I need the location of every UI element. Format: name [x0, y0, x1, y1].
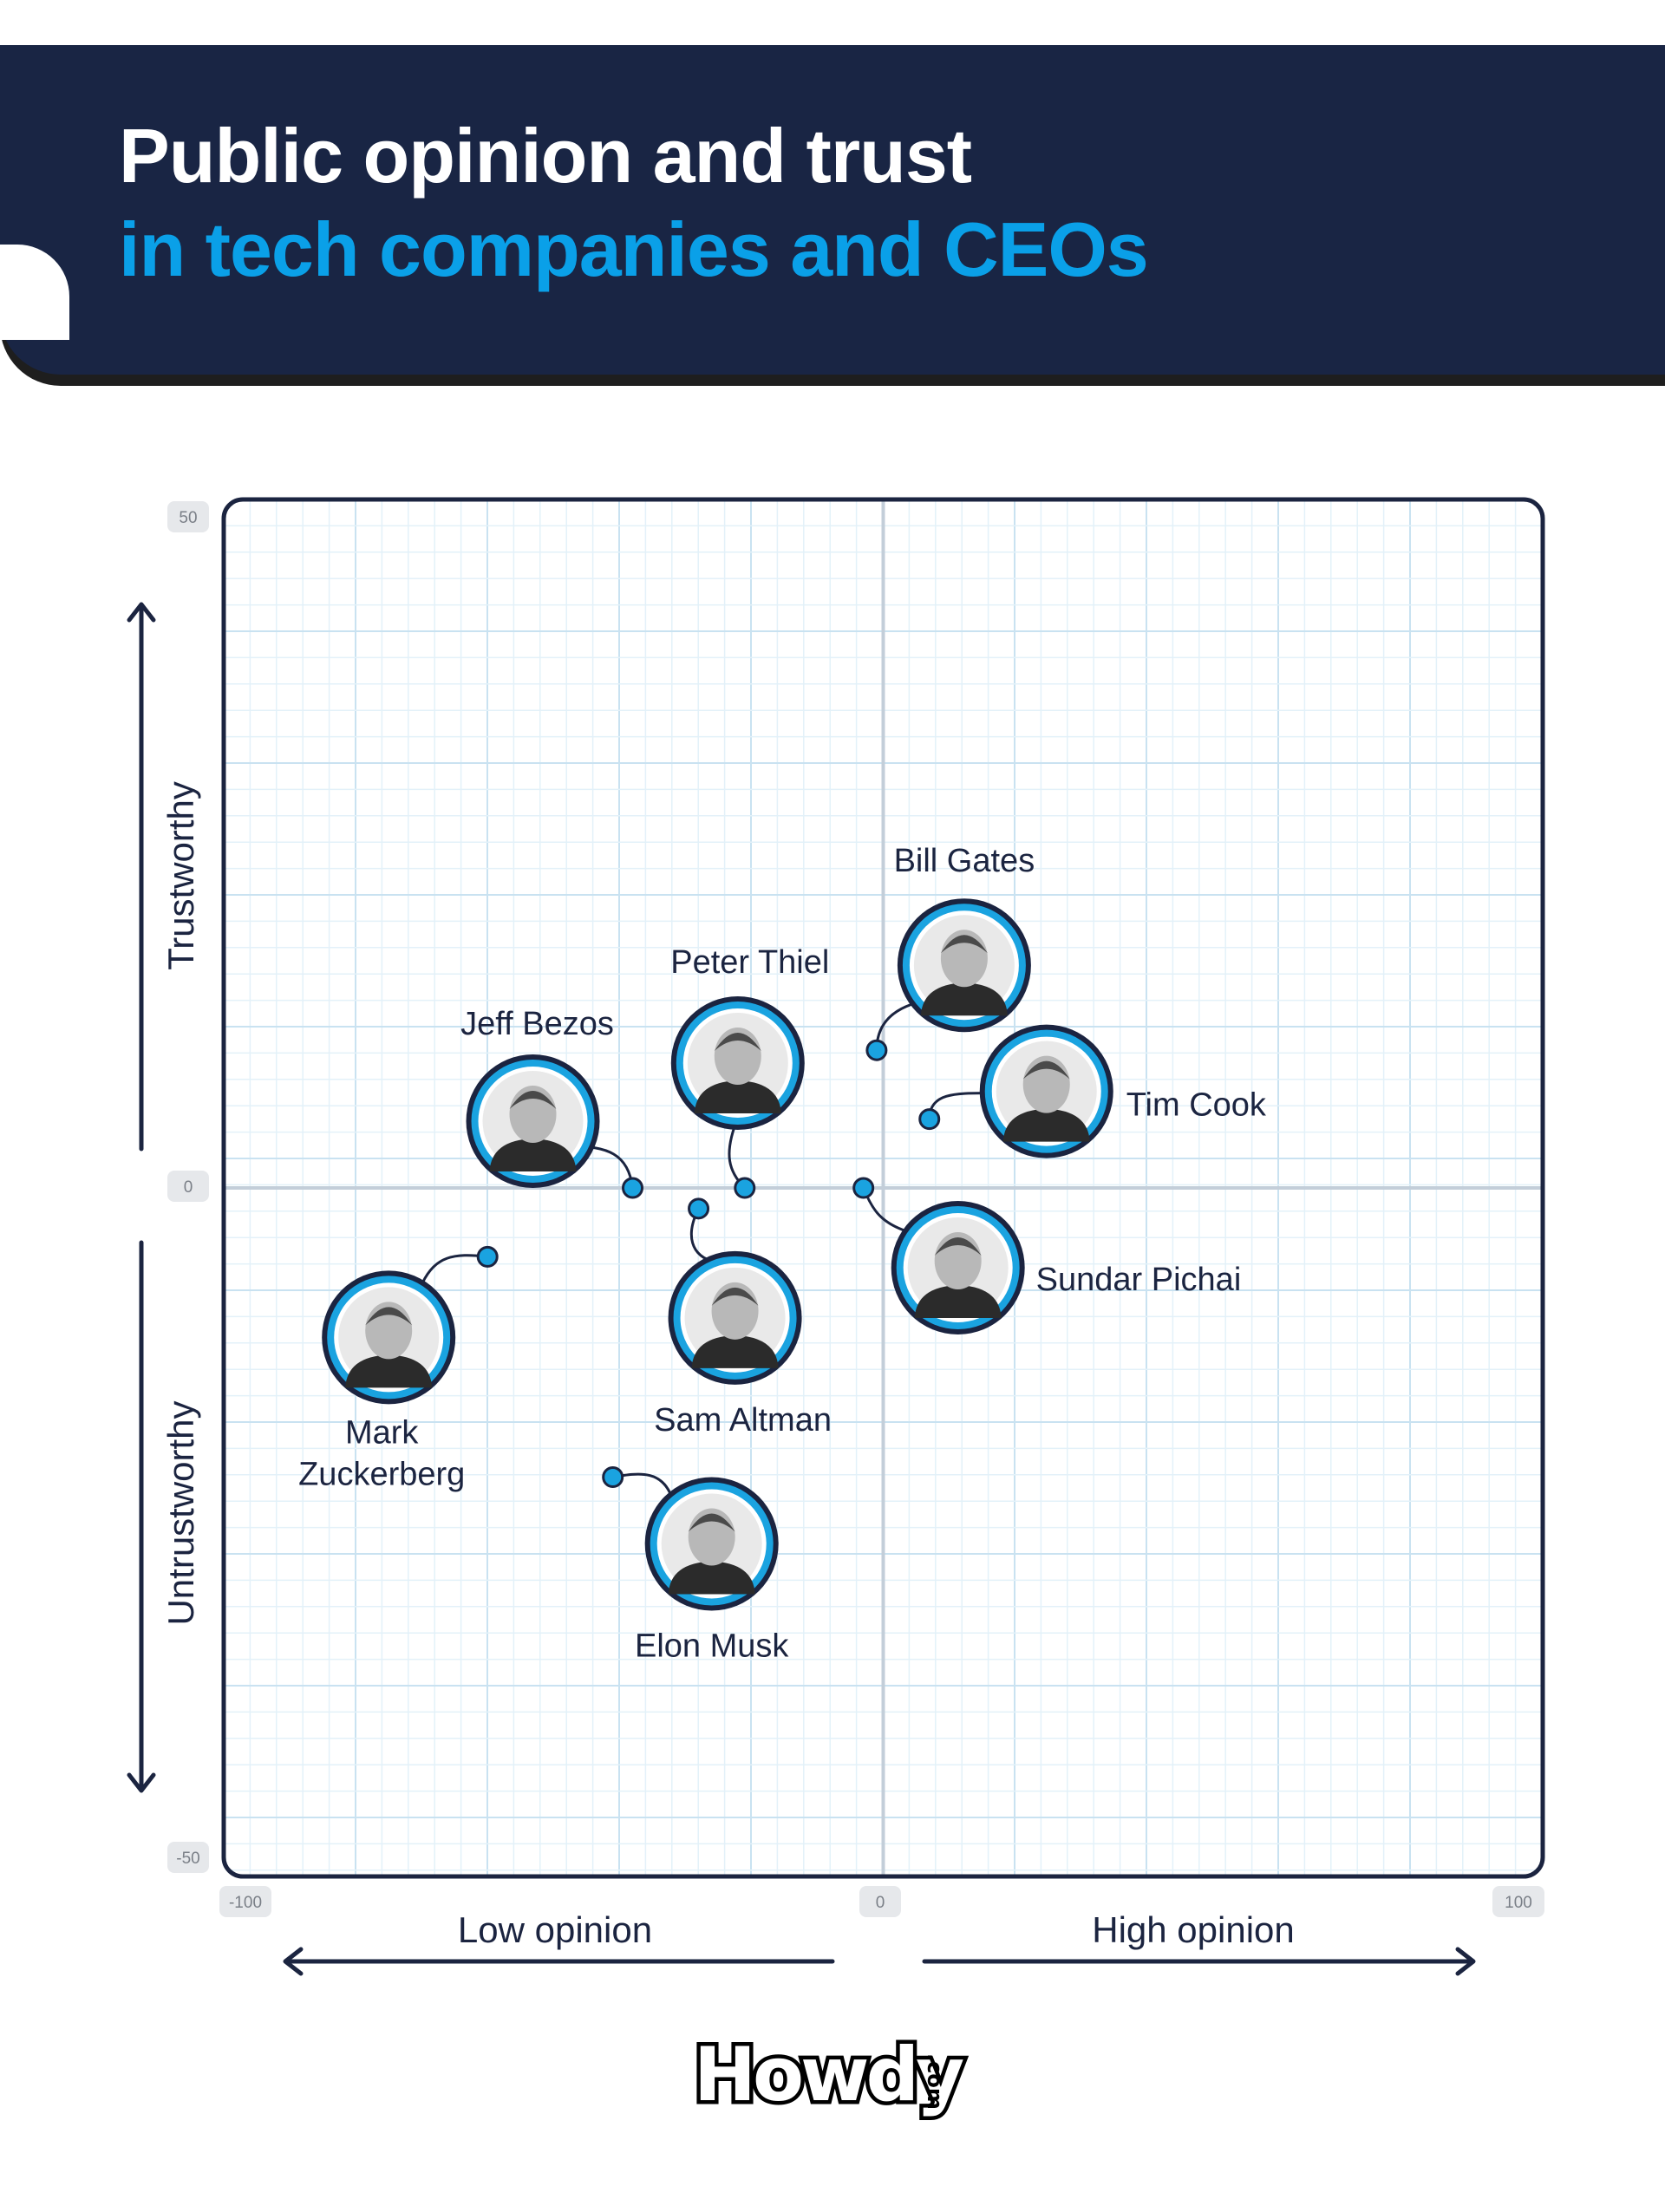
point-jeff-bezos: Jeff Bezos	[460, 1006, 644, 1199]
logo-suffix: .com	[923, 2053, 947, 2110]
marker-dot	[622, 1177, 644, 1199]
point-label: Mark Zuckerberg	[298, 1414, 465, 1492]
sam-altman-portrait	[668, 1250, 802, 1385]
point-label: Elon Musk	[635, 1628, 789, 1664]
svg-text:50: 50	[179, 509, 197, 527]
point-label: Sundar Pichai	[1036, 1262, 1242, 1298]
point-label: Tim Cook	[1126, 1087, 1267, 1124]
point-label: Jeff Bezos	[460, 1006, 614, 1042]
bill-gates-portrait	[897, 898, 1031, 1033]
jeff-bezos-portrait	[466, 1054, 600, 1188]
header-banner	[0, 45, 1665, 375]
y-tick-0: 0	[167, 1171, 209, 1202]
logo-wordmark: Howdy	[689, 2032, 968, 2118]
marker-dot	[688, 1197, 710, 1220]
marker-dot	[852, 1177, 875, 1199]
marker-dot	[602, 1465, 624, 1488]
x-axis-left-arrow	[283, 1947, 835, 1976]
svg-text:0: 0	[184, 1178, 193, 1197]
sundar-pichai-portrait	[891, 1201, 1025, 1334]
marker-dot	[865, 1039, 888, 1061]
howdy-logo: Howdy .com	[689, 2032, 980, 2142]
x-tick-0: 0	[859, 1886, 901, 1917]
elon-musk-portrait	[644, 1477, 779, 1611]
data-points: Bill Gates Tim Cook Peter Thiel Jeff Bezos S…	[298, 843, 1267, 1664]
plot-frame	[221, 497, 1545, 1879]
point-elon-musk: Elon Musk	[602, 1465, 789, 1664]
y-tick-neg50: -50	[167, 1842, 209, 1873]
point-label: Peter Thiel	[670, 944, 829, 981]
point-tim-cook: Tim Cook	[918, 1024, 1267, 1158]
x-axis-label-low: Low opinion	[458, 1909, 652, 1950]
svg-text:-50: -50	[176, 1850, 199, 1868]
svg-text:0: 0	[876, 1894, 885, 1912]
marker-dot	[734, 1177, 756, 1199]
marker-dot	[476, 1245, 499, 1268]
y-axis-down-arrow	[127, 1240, 156, 1793]
x-tick-100: 100	[1492, 1886, 1544, 1917]
x-axis-right-arrow	[922, 1947, 1476, 1976]
point-bill-gates: Bill Gates	[865, 843, 1035, 1061]
point-sundar-pichai: Sundar Pichai	[852, 1177, 1242, 1334]
point-peter-thiel: Peter Thiel	[670, 944, 829, 1199]
y-axis-up-arrow	[127, 602, 156, 1152]
mark-zuckerberg-portrait	[322, 1270, 456, 1405]
y-tick-50: 50	[167, 501, 209, 532]
y-axis-label-untrustworthy: Untrustworthy	[160, 1400, 201, 1625]
tim-cook-portrait	[979, 1024, 1113, 1158]
point-mark-zuckerberg: Mark Zuckerberg	[298, 1245, 499, 1492]
page-title-line-1: Public opinion and trust	[119, 113, 972, 199]
x-axis-label-high: High opinion	[1092, 1909, 1295, 1950]
x-tick-neg100: -100	[219, 1886, 271, 1917]
svg-text:-100: -100	[229, 1894, 262, 1912]
point-label: Sam Altman	[654, 1402, 832, 1439]
y-axis-label-trustworthy: Trustworthy	[160, 781, 201, 970]
marker-dot	[918, 1108, 941, 1131]
svg-text:100: 100	[1505, 1894, 1532, 1912]
point-label: Bill Gates	[894, 843, 1035, 879]
page-title-line-2: in tech companies and CEOs	[119, 206, 1149, 292]
peter-thiel-portrait	[670, 996, 805, 1130]
point-sam-altman: Sam Altman	[654, 1197, 832, 1439]
